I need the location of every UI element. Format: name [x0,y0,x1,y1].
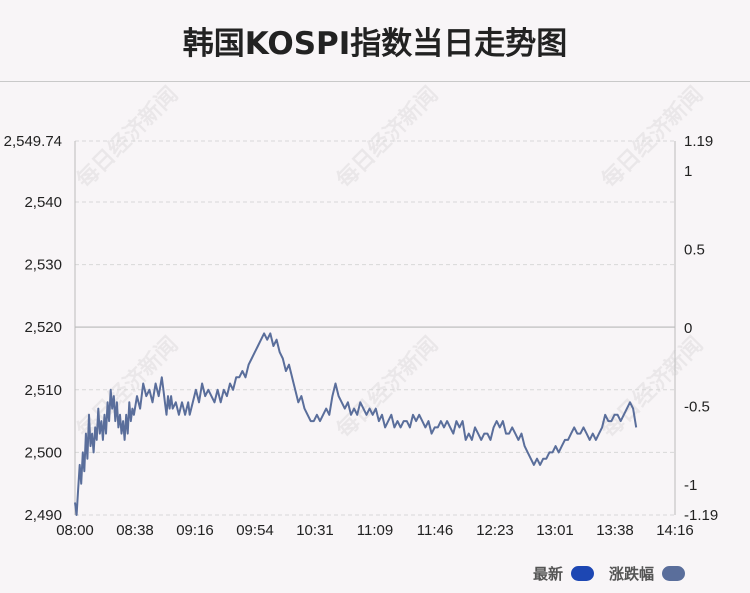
y-left-tick-label: 2,520 [24,319,62,336]
legend-label-latest: 最新 [533,565,564,583]
x-tick-label: 09:16 [176,522,214,539]
chart-title: 韩国KOSPI指数当日走势图 [182,26,568,62]
x-tick-label: 13:38 [596,522,634,539]
x-tick-label: 09:54 [236,522,274,539]
x-tick-label: 13:01 [536,522,574,539]
legend-swatch-change [662,566,686,581]
y-left-tick-label: 2,490 [24,507,62,524]
x-tick-label: 11:09 [357,522,393,539]
y-left-tick-label: 2,500 [24,444,62,461]
x-tick-label: 11:46 [417,522,453,539]
y-right-tick-label: -1.19 [684,507,718,524]
x-tick-label: 10:31 [296,522,334,539]
y-right-tick-label: -0.5 [684,399,710,416]
y-left-tick-label: 2,540 [24,194,62,211]
title-divider [0,81,750,82]
y-right-tick-label: 1.19 [684,133,713,150]
y-left-tick-label: 2,510 [24,382,62,399]
x-tick-label: 08:38 [116,522,154,539]
y-right-tick-label: 1 [684,163,692,180]
legend-swatch-latest [571,566,595,581]
y-right-tick-label: 0.5 [684,241,705,258]
y-right-tick-label: -1 [684,477,697,494]
legend-item-change[interactable]: 涨跌幅 [609,563,686,584]
series-line-kospi [74,332,638,516]
x-tick-label: 14:16 [656,522,694,539]
y-left-tick-label: 2,549.74 [4,133,62,150]
y-left-tick-label: 2,530 [24,257,62,274]
legend-item-latest[interactable]: 最新 [533,563,595,584]
x-tick-label: 08:00 [56,522,94,539]
x-tick-label: 12:23 [476,522,514,539]
y-right-tick-label: 0 [684,320,692,337]
legend-label-change: 涨跌幅 [609,565,655,583]
